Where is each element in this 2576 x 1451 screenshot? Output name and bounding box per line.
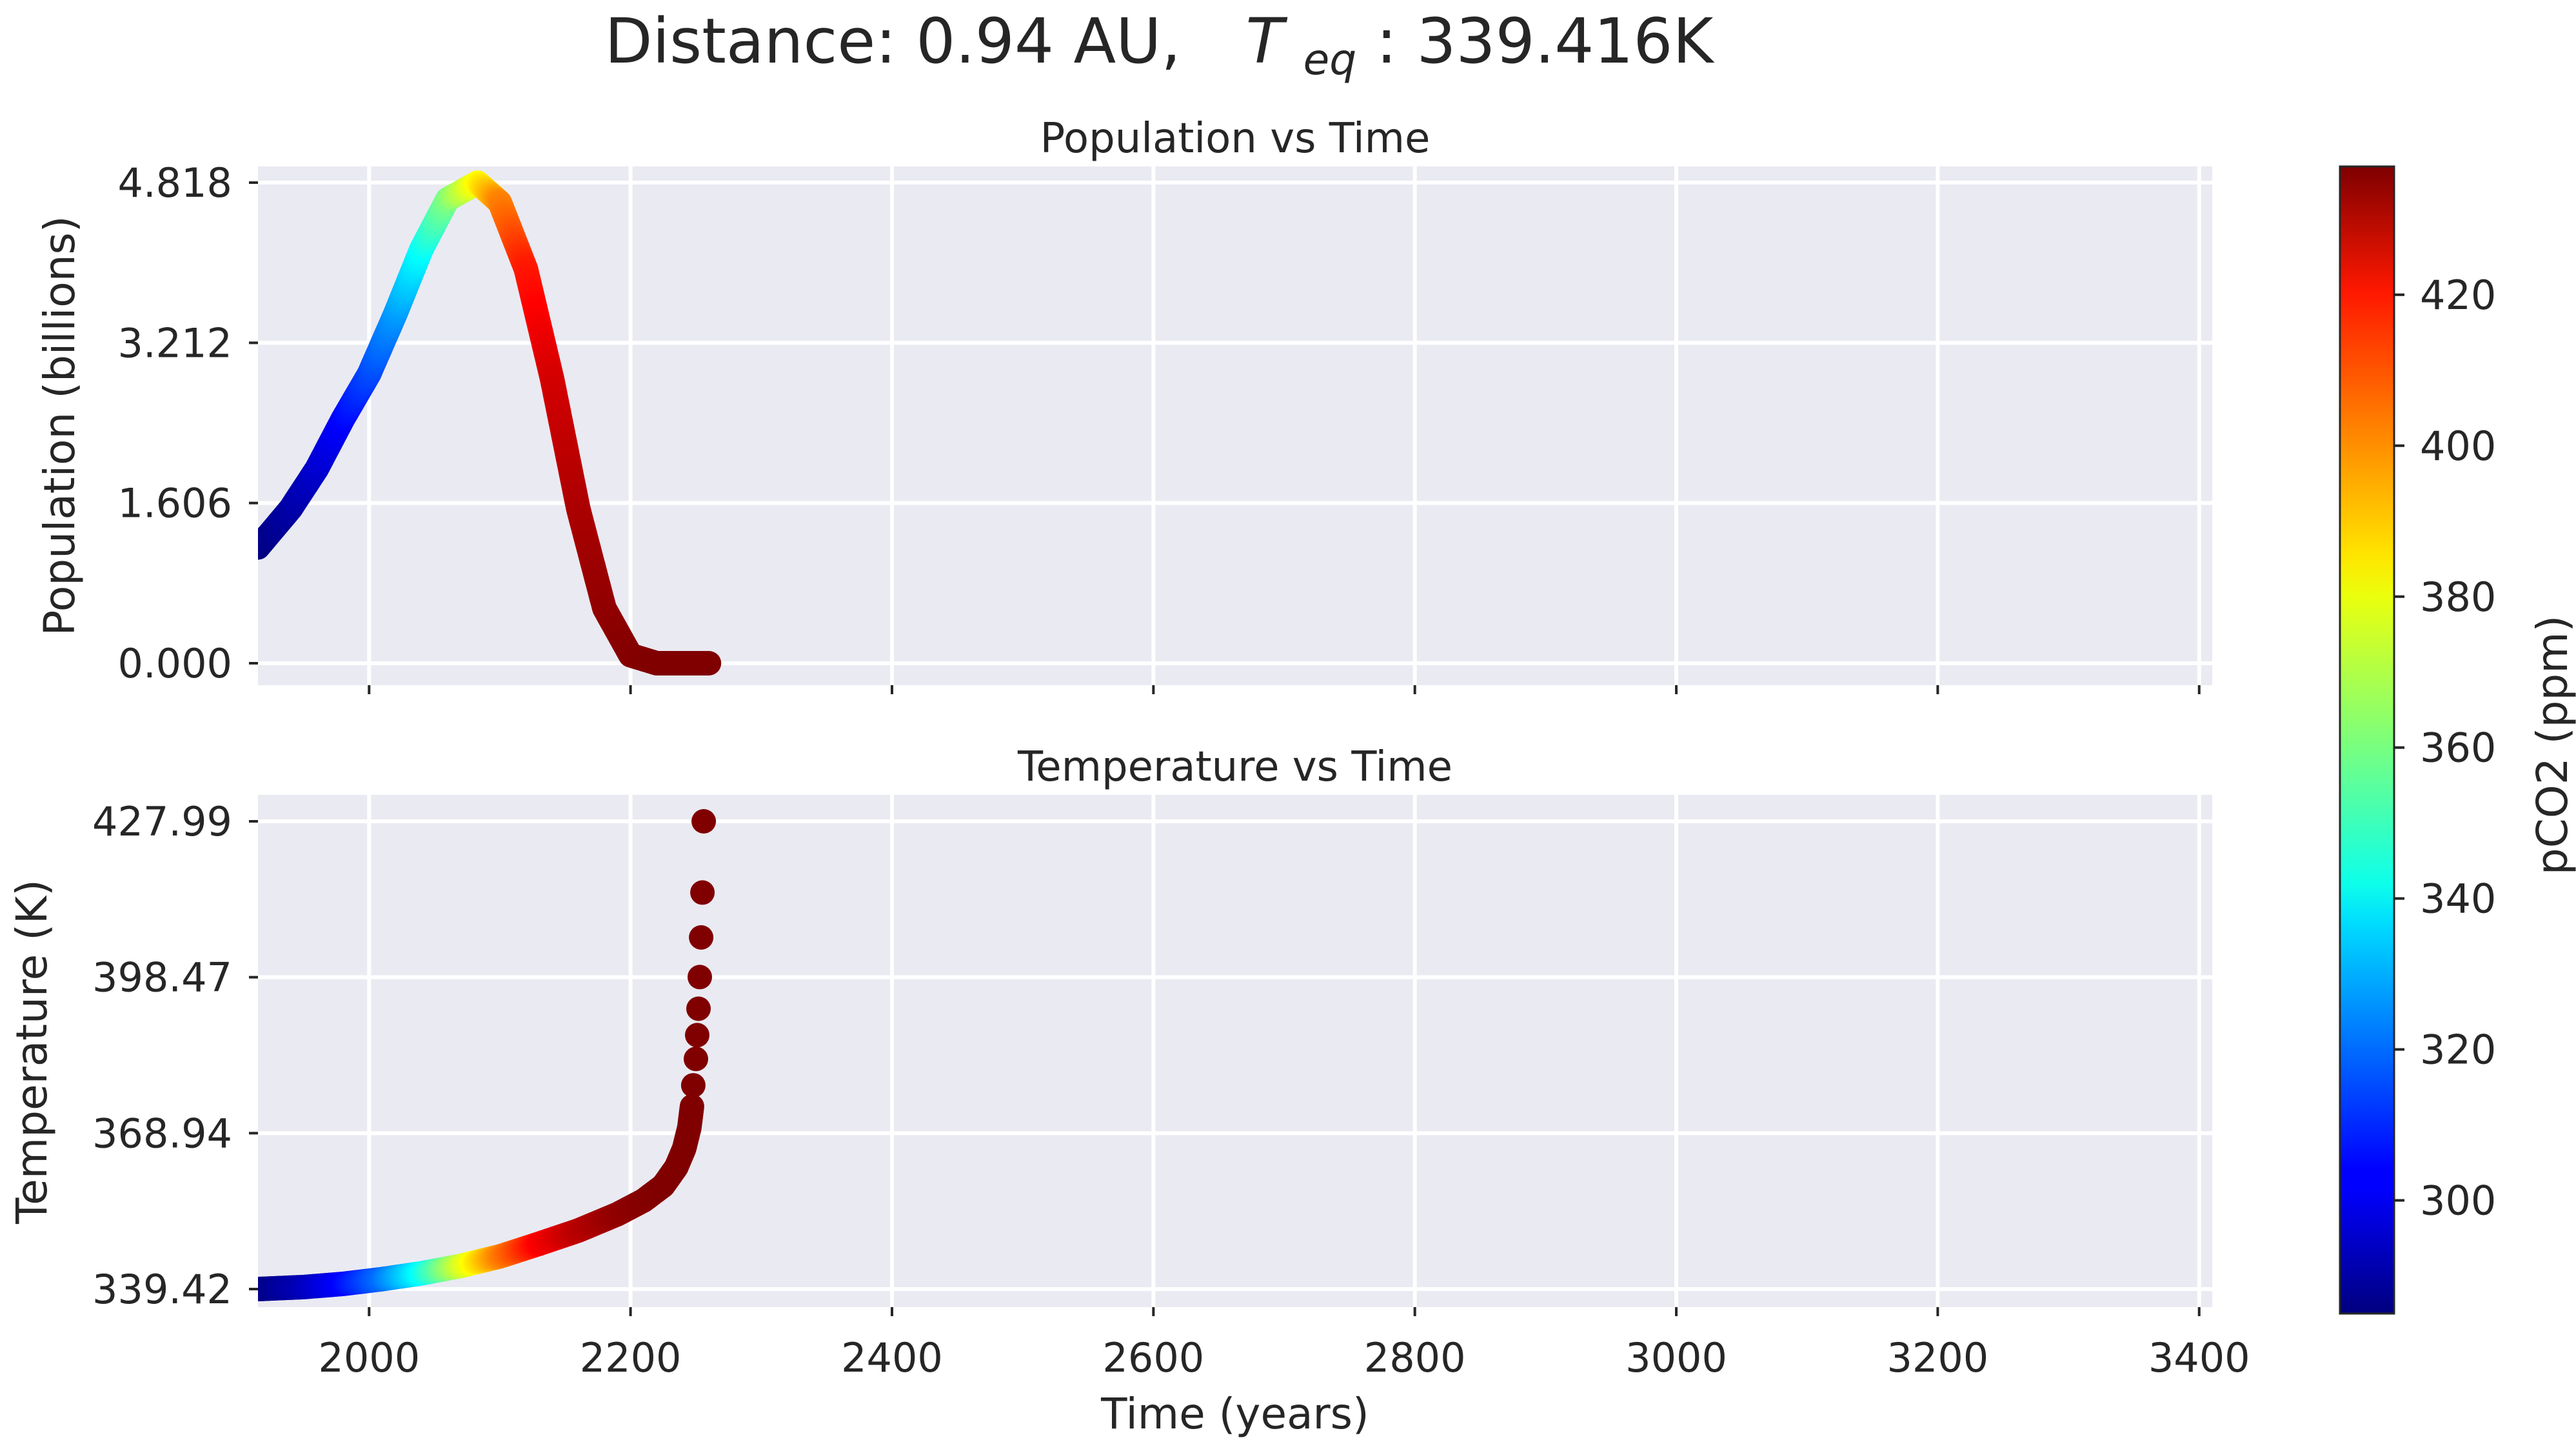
population-y-tick-label: 0.000: [118, 640, 233, 687]
temperature-point: [684, 1046, 708, 1072]
x-axis-label: Time (years): [1100, 1389, 1369, 1439]
colorbar: 300 320 340 360 380 400 420 pCO2 (ppm): [2339, 165, 2576, 1315]
temperature-panel: 2000 2200 2400 2600 2800 3000 3200 3400 339.42 36…: [7, 743, 2250, 1439]
colorbar-gradient: [2340, 166, 2394, 1314]
figure-title-teq-symbol: T: [1245, 5, 1287, 77]
figure-title-teq-subscript: eq: [1303, 35, 1357, 85]
temperature-y-axis-label: Temperature (K): [7, 879, 57, 1225]
population-y-tick-label: 1.606: [118, 480, 233, 527]
figure-title: Distance: 0.94 AU, T eq : 339.416K: [605, 5, 1715, 89]
colorbar-tick-label: 300: [2420, 1177, 2496, 1225]
temperature-grid: [258, 795, 2212, 1307]
temperature-panel-title: Temperature vs Time: [1017, 743, 1452, 791]
x-tick-label: 3000: [1625, 1334, 1727, 1381]
temperature-ticks: 2000 2200 2400 2600 2800 3000 3200 3400 339.42 36…: [92, 798, 2250, 1381]
population-y-tick-label: 3.212: [118, 319, 233, 366]
colorbar-tick-label: 400: [2420, 423, 2496, 470]
temperature-series: [258, 809, 717, 1301]
colorbar-tick-label: 320: [2420, 1026, 2496, 1074]
population-y-tick-label: 4.818: [118, 159, 233, 206]
colorbar-tick-label: 340: [2420, 876, 2496, 923]
temperature-point: [689, 925, 714, 950]
temperature-y-tick-label: 398.47: [92, 954, 232, 1001]
figure-title-distance: Distance: 0.94 AU,: [605, 5, 1181, 77]
x-tick-label: 3400: [2148, 1334, 2250, 1381]
population-panel-title: Population vs Time: [1040, 115, 1431, 163]
x-tick-label: 2200: [580, 1334, 682, 1381]
colorbar-tick-label: 380: [2420, 574, 2496, 621]
x-tick-label: 2800: [1364, 1334, 1466, 1381]
temperature-y-tick-label: 368.94: [92, 1110, 232, 1157]
colorbar-label: pCO2 (ppm): [2528, 615, 2576, 875]
x-tick-label: 2400: [841, 1334, 943, 1381]
x-tick-label: 3200: [1887, 1334, 1988, 1381]
x-tick-label: 2000: [318, 1334, 420, 1381]
temperature-y-tick-label: 427.99: [92, 798, 232, 845]
colorbar-border: [2339, 165, 2395, 1315]
temperature-point: [688, 965, 712, 990]
population-y-axis-label: Population (billions): [35, 215, 84, 635]
colorbar-ticks: 300 320 340 360 380 400 420: [2394, 272, 2496, 1225]
colorbar-tick-label: 420: [2420, 272, 2496, 319]
x-tick-label: 2600: [1102, 1334, 1204, 1381]
population-point: [697, 651, 722, 675]
colorbar-tick-label: 360: [2420, 725, 2496, 772]
population-ticks: 0.000 1.606 3.212 4.818: [118, 159, 2201, 694]
temperature-point: [686, 996, 711, 1021]
temperature-point: [685, 1023, 709, 1048]
figure-title-teq-value: : 339.416K: [1376, 5, 1715, 77]
temperature-point: [680, 1073, 706, 1098]
temperature-point: [691, 809, 717, 834]
population-plot-background: [258, 166, 2212, 685]
temperature-point: [679, 1094, 704, 1119]
population-grid: [258, 166, 2212, 685]
temperature-y-tick-label: 339.42: [92, 1266, 232, 1313]
population-series: [258, 170, 722, 675]
temperature-point: [690, 880, 715, 905]
